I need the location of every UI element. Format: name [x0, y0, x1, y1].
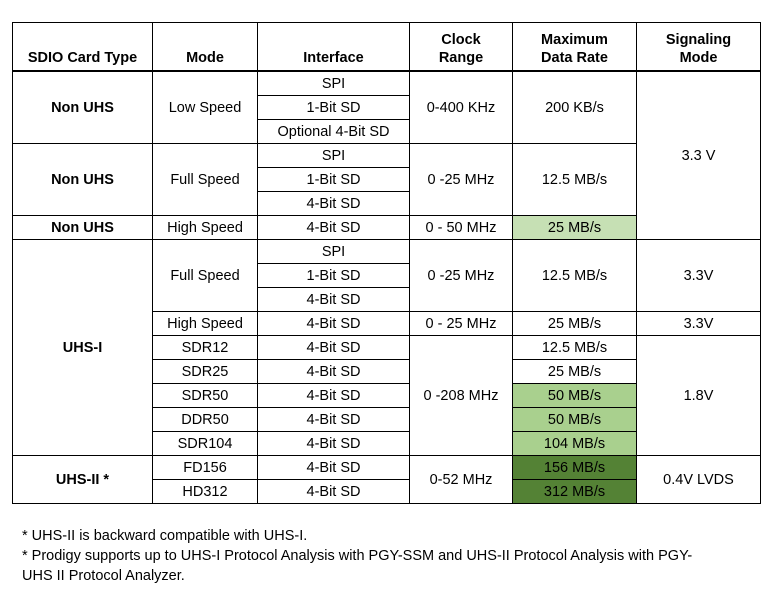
clock-range-cell: 0 -25 MHz: [409, 239, 513, 312]
signaling-mode-cell: 3.3V: [636, 311, 761, 336]
data-rate-cell: 50 MB/s: [512, 407, 637, 432]
signaling-mode-cell: 1.8V: [636, 335, 761, 456]
signaling-mode-cell: 3.3 V: [636, 70, 761, 240]
table-row: Non UHS Low Speed SPI 0-400 KHz 200 KB/s…: [12, 70, 761, 240]
mode-cell: High Speed: [152, 311, 258, 336]
card-type-cell: Non UHS: [12, 143, 153, 216]
interface-cell: 1-Bit SD: [257, 263, 410, 288]
interface-cell: 4-Bit SD: [257, 215, 410, 240]
table-row: 1-Bit SD: [13, 95, 761, 120]
mode-cell: HD312: [152, 479, 258, 504]
table-row: Non UHS High Speed 4-Bit SD 0 - 50 MHz 2…: [12, 215, 761, 240]
card-type-cell: Non UHS: [12, 215, 153, 240]
table-row: SDR25 4-Bit SD 25 MB/s: [13, 359, 761, 384]
data-rate-cell: 104 MB/s: [512, 431, 637, 456]
interface-cell: 4-Bit SD: [257, 383, 410, 408]
footnote-prodigy-support-cont: UHS II Protocol Analyzer.: [22, 568, 185, 584]
footnote-prodigy-support: * Prodigy supports up to UHS-I Protocol …: [22, 548, 693, 564]
card-type-cell: UHS-I: [12, 239, 153, 456]
interface-cell: 4-Bit SD: [257, 335, 410, 360]
footnotes: * UHS-II is backward compatible with UHS…: [22, 526, 762, 586]
sdio-mode-table: SDIO Card Type Mode Interface Clock Range…: [12, 22, 761, 504]
table-row: 4-Bit SD: [13, 191, 761, 216]
interface-cell: 4-Bit SD: [257, 455, 410, 480]
table-row: UHS-II * FD156 4-Bit SD 0-52 MHz 156 MB/…: [12, 455, 761, 504]
col-header-interface: Interface: [257, 22, 410, 72]
table-row: 1-Bit SD: [13, 167, 761, 192]
interface-cell: SPI: [257, 239, 410, 264]
interface-cell: 4-Bit SD: [257, 311, 410, 336]
interface-cell: 4-Bit SD: [257, 191, 410, 216]
clock-range-cell: 0 -25 MHz: [409, 143, 513, 216]
mode-cell: SDR12: [152, 335, 258, 360]
table-row: Optional 4-Bit SD: [13, 119, 761, 144]
signaling-mode-cell: 0.4V LVDS: [636, 455, 761, 504]
interface-cell: SPI: [257, 143, 410, 168]
table-row: High Speed 4-Bit SD 0 - 25 MHz 25 MB/s 3…: [13, 311, 761, 336]
col-header-mode: Mode: [152, 22, 258, 72]
col-header-signaling-mode: Signaling Mode: [636, 22, 761, 72]
mode-cell: SDR104: [152, 431, 258, 456]
interface-cell: SPI: [257, 70, 410, 96]
interface-cell: 1-Bit SD: [257, 167, 410, 192]
data-rate-cell: 12.5 MB/s: [512, 335, 637, 360]
clock-range-cell: 0 - 25 MHz: [409, 311, 513, 336]
col-header-clock-range: Clock Range: [409, 22, 513, 72]
card-type-cell: UHS-II *: [12, 455, 153, 504]
interface-cell: 4-Bit SD: [257, 479, 410, 504]
card-type-cell: Non UHS: [12, 70, 153, 144]
col-header-max-data-rate: Maximum Data Rate: [512, 22, 637, 72]
interface-cell: 1-Bit SD: [257, 95, 410, 120]
table-row: Non UHS Full Speed SPI 0 -25 MHz 12.5 MB…: [12, 143, 761, 216]
clock-range-cell: 0 - 50 MHz: [409, 215, 513, 240]
table-row: UHS-I Full Speed SPI 0 -25 MHz 12.5 MB/s…: [12, 239, 761, 456]
col-header-card-type: SDIO Card Type: [12, 22, 153, 72]
data-rate-cell: 312 MB/s: [512, 479, 637, 504]
mode-cell: Low Speed: [152, 70, 258, 144]
clock-range-cell: 0 -208 MHz: [409, 335, 513, 456]
table-row: 1-Bit SD: [13, 263, 761, 288]
interface-cell: 4-Bit SD: [257, 407, 410, 432]
mode-cell: SDR25: [152, 359, 258, 384]
data-rate-cell: 50 MB/s: [512, 383, 637, 408]
mode-cell: DDR50: [152, 407, 258, 432]
interface-cell: 4-Bit SD: [257, 287, 410, 312]
data-rate-cell: 25 MB/s: [512, 311, 637, 336]
data-rate-cell: 25 MB/s: [512, 215, 637, 240]
data-rate-cell: 12.5 MB/s: [512, 239, 637, 312]
interface-cell: Optional 4-Bit SD: [257, 119, 410, 144]
interface-cell: 4-Bit SD: [257, 431, 410, 456]
mode-cell: High Speed: [152, 215, 258, 240]
table-row: HD312 4-Bit SD 312 MB/s: [13, 479, 761, 504]
data-rate-cell: 12.5 MB/s: [512, 143, 637, 216]
mode-cell: SDR50: [152, 383, 258, 408]
header-row: SDIO Card Type Mode Interface Clock Range…: [12, 22, 761, 72]
data-rate-cell: 156 MB/s: [512, 455, 637, 480]
mode-cell: Full Speed: [152, 239, 258, 312]
footnote-uhs2-compat: * UHS-II is backward compatible with UHS…: [22, 528, 308, 544]
data-rate-cell: 200 KB/s: [512, 70, 637, 144]
interface-cell: 4-Bit SD: [257, 359, 410, 384]
table-row: SDR12 4-Bit SD 0 -208 MHz 12.5 MB/s 1.8V: [13, 335, 761, 456]
data-rate-cell: 25 MB/s: [512, 359, 637, 384]
signaling-mode-cell: 3.3V: [636, 239, 761, 312]
clock-range-cell: 0-52 MHz: [409, 455, 513, 504]
table-row: 4-Bit SD: [13, 287, 761, 312]
mode-cell: Full Speed: [152, 143, 258, 216]
mode-cell: FD156: [152, 455, 258, 480]
clock-range-cell: 0-400 KHz: [409, 70, 513, 144]
